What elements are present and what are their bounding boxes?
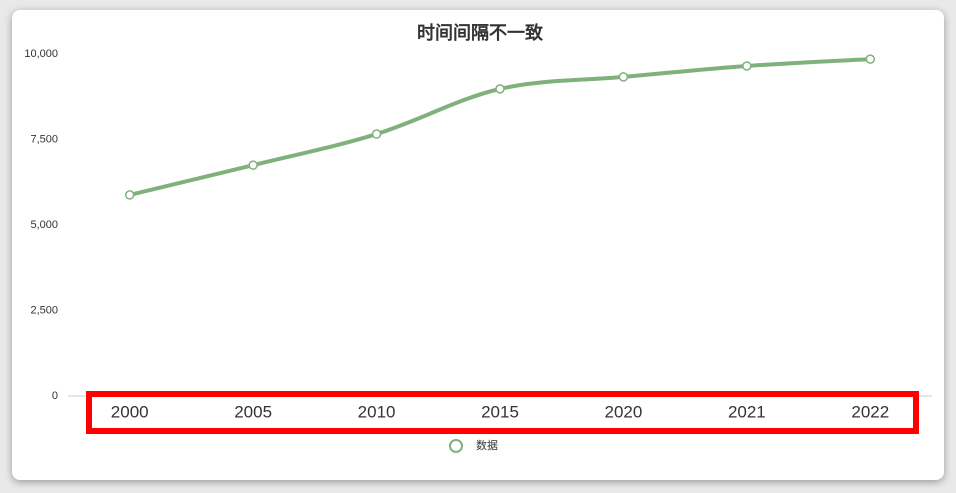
data-point <box>124 190 135 200</box>
data-point <box>248 160 258 170</box>
x-tick-label: 2020 <box>605 402 643 421</box>
data-point <box>495 84 505 94</box>
x-tick-label: 2021 <box>728 402 766 421</box>
highlight-box <box>86 391 919 434</box>
y-tick-label: 7,500 <box>30 133 58 145</box>
y-tick-label: 5,000 <box>30 219 58 231</box>
data-line <box>129 57 871 197</box>
legend-label: 数据 <box>476 438 498 452</box>
y-tick-label: 2,500 <box>30 304 58 316</box>
x-tick-label: 2022 <box>851 402 889 421</box>
x-tick-label: 2005 <box>234 402 272 421</box>
y-tick-label: 10,000 <box>24 48 58 60</box>
y-tick-label: 0 <box>52 390 58 402</box>
data-point <box>371 129 382 139</box>
x-tick-label: 2010 <box>358 402 396 421</box>
data-point <box>742 61 752 71</box>
data-point <box>865 54 876 64</box>
x-tick-label: 2000 <box>111 402 149 421</box>
x-tick-label: 2015 <box>481 402 519 421</box>
legend-marker <box>449 439 463 453</box>
chart-title: 时间间隔不一致 <box>417 22 544 43</box>
chart-card <box>12 10 944 480</box>
data-point <box>618 72 629 82</box>
